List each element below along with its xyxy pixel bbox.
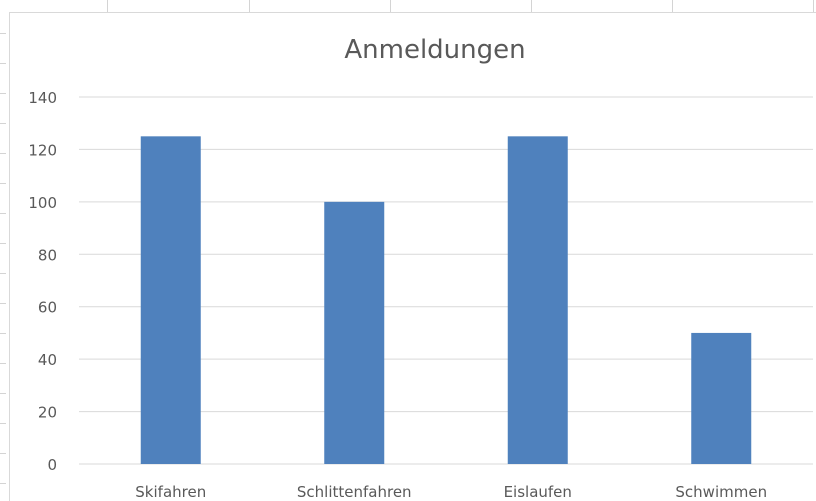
x-tick-label: Schwimmen: [675, 483, 767, 501]
column-gridline: [390, 0, 391, 12]
row-gridline: [0, 213, 6, 214]
x-tick-label: Eislaufen: [504, 483, 572, 501]
column-gridline: [672, 0, 673, 12]
y-tick-label: 40: [38, 351, 57, 369]
row-gridline: [0, 273, 6, 274]
x-axis-labels: Skifahren Schlittenfahren Eislaufen Schwimm…: [135, 483, 767, 501]
gridlines: [79, 96, 813, 465]
y-axis-ticks: 0 20 40 60 80 100 120 140: [28, 89, 57, 474]
row-gridline: [0, 393, 6, 394]
bar-schlittenfahren[interactable]: [324, 201, 385, 464]
y-tick-label: 0: [47, 456, 57, 474]
row-gridline: [0, 423, 6, 424]
row-gridline: [0, 453, 6, 454]
bar-skifahren[interactable]: [140, 136, 201, 465]
column-gridline: [249, 0, 250, 12]
row-gridline: [0, 243, 6, 244]
x-tick-label: Skifahren: [135, 483, 206, 501]
bars: [140, 136, 752, 465]
row-gridline: [0, 303, 6, 304]
y-tick-label: 140: [28, 89, 57, 107]
row-gridline: [0, 123, 6, 124]
bar-eislaufen[interactable]: [507, 136, 568, 465]
row-gridline: [0, 333, 6, 334]
row-gridline: [0, 363, 6, 364]
chart-title: Anmeldungen: [344, 35, 525, 65]
y-tick-label: 80: [38, 246, 57, 264]
column-gridline: [531, 0, 532, 12]
x-tick-label: Schlittenfahren: [297, 483, 412, 501]
bar-schwimmen[interactable]: [691, 332, 752, 464]
column-gridline: [813, 0, 814, 12]
y-tick-label: 100: [28, 194, 57, 212]
row-gridline: [0, 63, 6, 64]
y-tick-label: 60: [38, 299, 57, 317]
row-gridline: [0, 483, 6, 484]
y-tick-label: 20: [38, 404, 57, 422]
column-gridline: [107, 0, 108, 12]
row-gridline: [0, 153, 6, 154]
row-gridline: [0, 183, 6, 184]
y-tick-label: 120: [28, 141, 57, 159]
row-gridline: [0, 93, 6, 94]
row-gridline: [0, 33, 6, 34]
